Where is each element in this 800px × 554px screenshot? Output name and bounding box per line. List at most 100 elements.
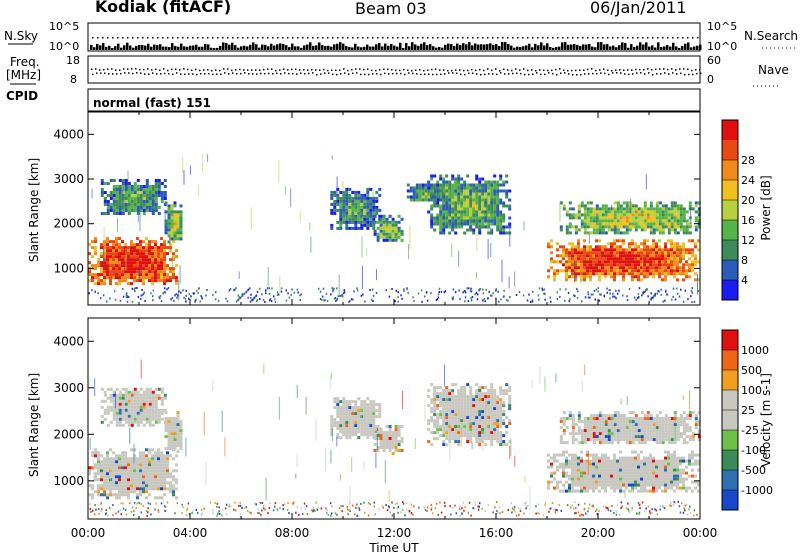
nsearch-bar — [159, 44, 162, 50]
x-tick-label: 00:00 — [71, 526, 106, 540]
nsky-dot — [442, 37, 444, 39]
velocity-ground-scatter — [89, 501, 698, 517]
nsky-dot — [472, 37, 474, 39]
freq-dot — [659, 68, 661, 70]
nsearch-bar — [210, 47, 213, 50]
nsearch-bar — [486, 44, 489, 50]
power-colorbar-segment — [722, 140, 738, 160]
nsky-label: N.Sky — [4, 29, 38, 43]
freq-dot — [607, 69, 609, 71]
freq-dot — [151, 69, 153, 71]
nsearch-bar — [165, 46, 168, 50]
nave-dot — [140, 72, 142, 74]
nsearch-bar — [657, 42, 660, 50]
nsearch-bar — [282, 43, 285, 50]
nsky-dot — [447, 37, 449, 39]
nsearch-bar — [123, 45, 126, 50]
nsky-dot — [587, 37, 589, 39]
nave-dot — [676, 73, 678, 75]
nsky-dot — [292, 37, 294, 39]
nsearch-bar — [150, 46, 153, 50]
power-echo-region — [164, 201, 183, 244]
nave-dot — [636, 72, 638, 74]
nsky-dot — [197, 37, 199, 39]
nave-dot — [440, 73, 442, 76]
freq-dot — [411, 69, 413, 72]
nsearch-bar — [531, 47, 534, 50]
freq-dot — [511, 69, 513, 72]
nsky-dot — [437, 37, 439, 39]
nsearch-bar — [174, 45, 177, 50]
nsearch-bar — [351, 47, 354, 50]
power-echo-region — [330, 187, 382, 230]
nsky-dot — [342, 37, 344, 39]
nave-tick-top: 60 — [707, 54, 721, 67]
y-tick-label: 4000 — [53, 127, 84, 141]
freq-dot — [343, 68, 345, 70]
freq-dot — [615, 69, 617, 71]
nave-dot — [184, 73, 186, 76]
nsearch-bar — [198, 46, 201, 50]
nave-dot — [572, 73, 574, 76]
freq-dot — [651, 69, 653, 71]
nave-dot — [368, 73, 370, 76]
freq-dot — [579, 69, 581, 71]
nave-dot — [260, 72, 262, 75]
freq-dot — [663, 68, 665, 70]
nsearch-bar — [579, 45, 582, 50]
nave-dot — [224, 72, 226, 74]
nsky-dot — [352, 37, 354, 39]
velocity-colorbar-segment — [722, 350, 738, 370]
nave-dot — [484, 73, 486, 76]
velocity-colorbar-tick-label: 500 — [741, 364, 762, 377]
nsearch-bar — [522, 46, 525, 50]
nsearch-bar — [417, 45, 420, 50]
freq-dot — [227, 68, 229, 70]
nave-dot — [272, 72, 274, 75]
freq-dot — [567, 69, 569, 72]
freq-dot — [279, 69, 281, 71]
nsearch-bar — [231, 42, 234, 50]
nave-dot — [496, 73, 498, 76]
nave-dot — [168, 72, 170, 75]
nave-dot — [644, 73, 646, 75]
nave-dot — [520, 72, 522, 75]
nsearch-bar — [516, 46, 519, 50]
nsky-dot — [487, 37, 489, 39]
nsearch-bar — [534, 43, 537, 50]
nave-dot — [240, 72, 242, 75]
nave-dot — [148, 73, 150, 75]
nsky-dot — [417, 37, 419, 39]
nsky-dot — [372, 37, 374, 39]
cpid-label: CPID — [6, 89, 38, 103]
nsky-dot — [527, 37, 529, 39]
nsearch-bar — [552, 47, 555, 50]
freq-tick-bottom: 8 — [70, 73, 77, 86]
nave-dot — [320, 73, 322, 75]
nsky-dot — [522, 37, 524, 39]
nsearch-bar — [585, 44, 588, 50]
nsearch-bar — [645, 42, 648, 50]
nave-dot — [616, 72, 618, 74]
nsky-dot — [222, 37, 224, 39]
cpid-value: normal (fast) 151 — [93, 96, 211, 110]
nave-dot — [552, 72, 554, 75]
velocity-colorbar-segment — [722, 390, 738, 410]
freq-dot — [391, 68, 393, 71]
nave-dot — [248, 73, 250, 75]
nsearch-bar — [603, 44, 606, 50]
nsky-dot — [387, 37, 389, 39]
nsky-dot — [242, 37, 244, 39]
nsky-dot — [662, 37, 664, 39]
nsearch-bar — [483, 44, 486, 50]
power-plot: 1000 2000 3000 4000 — [53, 111, 701, 306]
freq-dot — [131, 68, 133, 70]
nsky-dot — [142, 37, 144, 39]
nave-dot — [424, 73, 426, 75]
nave-dot — [628, 73, 630, 76]
nsky-dot — [322, 37, 324, 39]
nsearch-bar — [141, 45, 144, 50]
nsky-dot — [547, 37, 549, 39]
nsky-dot — [537, 37, 539, 39]
nave-dot — [540, 73, 542, 76]
